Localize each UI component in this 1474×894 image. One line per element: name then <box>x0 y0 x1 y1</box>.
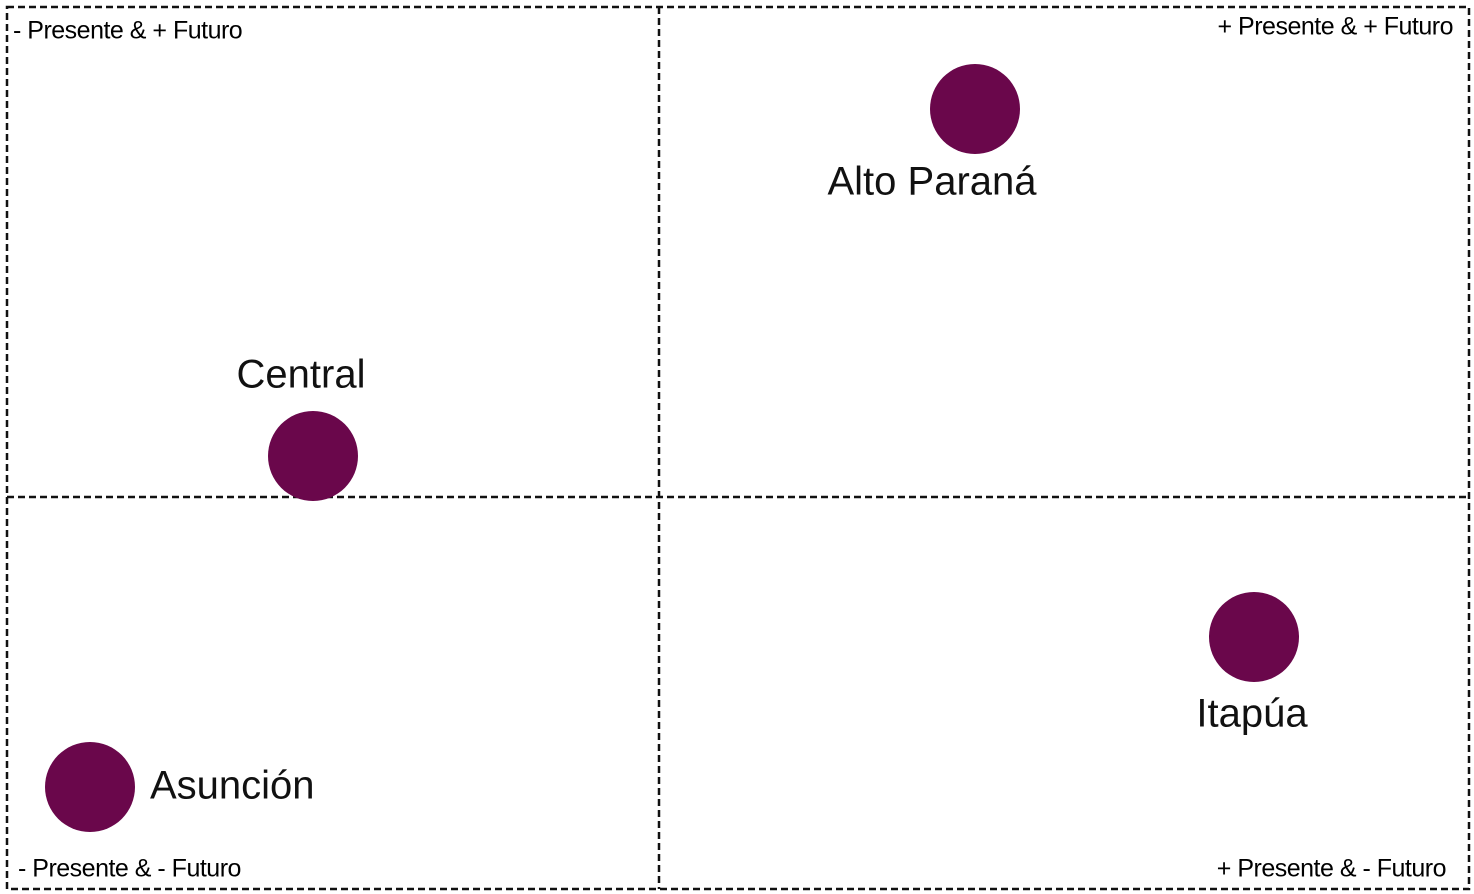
node-label: Asunción <box>150 764 315 808</box>
node-label: Itapúa <box>1196 692 1308 736</box>
node-dot <box>930 64 1020 154</box>
node-label: Alto Paraná <box>827 160 1037 204</box>
quadrant-label: - Presente & + Futuro <box>13 17 242 45</box>
node-dot <box>45 742 135 832</box>
quadrant-label: + Presente & + Futuro <box>1218 13 1453 41</box>
node-dot <box>268 411 358 501</box>
outer-border <box>5 5 1471 891</box>
quadrant-label: + Presente & - Futuro <box>1217 855 1446 883</box>
node-dot <box>1209 592 1299 682</box>
node-label: Central <box>237 353 366 397</box>
quadrant-label: - Presente & - Futuro <box>18 855 241 883</box>
